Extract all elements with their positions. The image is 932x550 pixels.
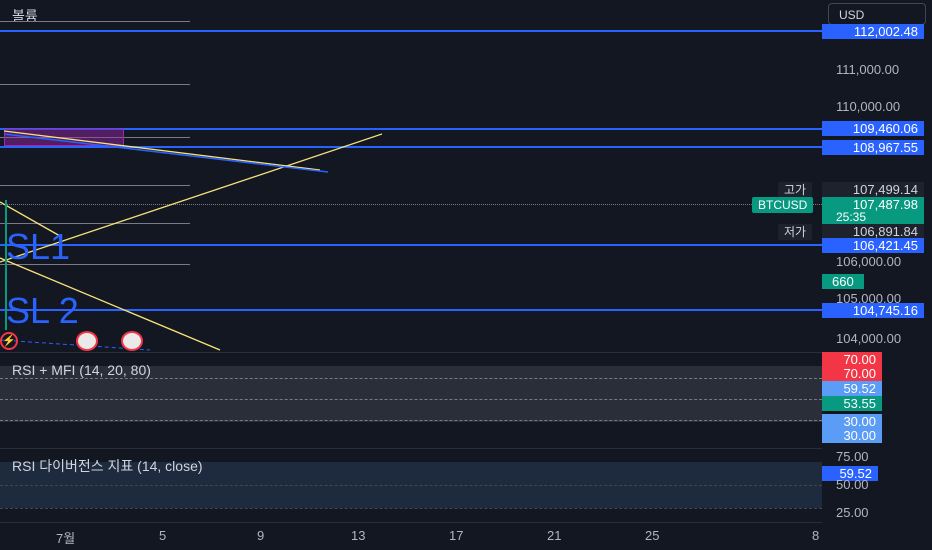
x-axis-line: [0, 522, 822, 523]
volume-tag: 660: [822, 274, 864, 289]
price-tag-line3: 106,421.45: [822, 238, 924, 253]
currency-button[interactable]: USD: [828, 3, 926, 25]
volume-label: 볼륨: [12, 8, 38, 24]
main-chart[interactable]: 볼륨 SL1 SL 2 ⚡ RSI + MFI (14, 20, 80) RSI…: [0, 0, 822, 550]
rsi-mfi-band: [0, 366, 822, 422]
price-tag-top: 112,002.48: [822, 24, 924, 39]
price-tag-line1: 109,460.06: [822, 121, 924, 136]
rsi-tag: 70.00: [822, 366, 882, 381]
rsi-tag: 53.55: [822, 396, 882, 411]
gray-level-line: [0, 185, 190, 186]
x-tick: 17: [449, 528, 464, 543]
rsi-div-tick: 50.00: [836, 477, 869, 492]
x-tick: 7월: [56, 531, 76, 546]
price-tick: 111,000.00: [836, 62, 900, 77]
rsi-level-line: [0, 378, 822, 379]
rsi-mfi-title[interactable]: RSI + MFI (14, 20, 80): [12, 362, 151, 378]
blue-level-line[interactable]: [0, 244, 822, 246]
rsi-level-line: [0, 420, 822, 421]
x-tick: 5: [159, 528, 167, 543]
rsi-tag: 30.00: [822, 414, 882, 429]
blue-level-line[interactable]: [0, 309, 822, 311]
current-price-line: [0, 204, 822, 205]
blue-level-line[interactable]: [0, 128, 822, 130]
rsi-tag: 70.00: [822, 352, 882, 367]
gray-level-line: [0, 21, 190, 22]
rsi-tag: 30.00: [822, 428, 882, 443]
us-flag-event-icon[interactable]: [76, 331, 98, 351]
countdown: 25:35: [822, 211, 924, 224]
high-label: 고가: [778, 182, 813, 198]
gray-level-line: [0, 137, 190, 138]
rsi-div-title[interactable]: RSI 다이버전스 지표 (14, close): [12, 458, 203, 474]
price-tick: 110,000.00: [836, 99, 901, 114]
price-tag-line4: 104,745.16: [822, 303, 924, 318]
price-tick: 105,000.00: [836, 291, 902, 306]
price-tick: 104,000.00: [836, 331, 902, 346]
rsi-level-line: [0, 399, 822, 400]
rsi-div-tag: 59.52: [822, 466, 878, 481]
x-tick: 9: [257, 528, 265, 543]
gray-level-line: [0, 84, 190, 85]
sl2-text[interactable]: SL 2: [6, 290, 79, 331]
low-label: 저가: [778, 224, 813, 240]
gray-level-line: [0, 223, 190, 224]
rsi-div-tick: 75.00: [836, 449, 869, 464]
price-tag-line2: 108,967.55: [822, 140, 924, 155]
rsi-div-tick: 25.00: [836, 505, 869, 520]
lightning-icon[interactable]: ⚡: [0, 332, 18, 350]
last-price: 107,487.98: [822, 197, 924, 212]
gray-level-line: [0, 264, 190, 265]
sl1-text[interactable]: SL1: [6, 226, 71, 267]
x-tick: 21: [547, 528, 562, 543]
pane-separator[interactable]: [0, 352, 822, 353]
price-tick: 106,000.00: [836, 254, 902, 269]
symbol-label: BTCUSD: [752, 197, 814, 213]
rsi-tag: 59.52: [822, 381, 882, 396]
high-price: 107,499.14: [822, 182, 924, 197]
x-tick: 25: [645, 528, 660, 543]
x-tick: 13: [351, 528, 366, 543]
low-price: 106,891.84: [822, 224, 924, 239]
x-tick: 8: [812, 528, 820, 543]
trend-lines[interactable]: [0, 0, 822, 360]
blue-level-line[interactable]: [0, 30, 822, 32]
pane-separator[interactable]: [0, 448, 822, 449]
rsi-div-mid-line: [0, 485, 822, 486]
blue-level-line[interactable]: [0, 146, 822, 148]
us-flag-event-icon[interactable]: [121, 331, 143, 351]
rsi-div-low-line: [0, 508, 822, 509]
